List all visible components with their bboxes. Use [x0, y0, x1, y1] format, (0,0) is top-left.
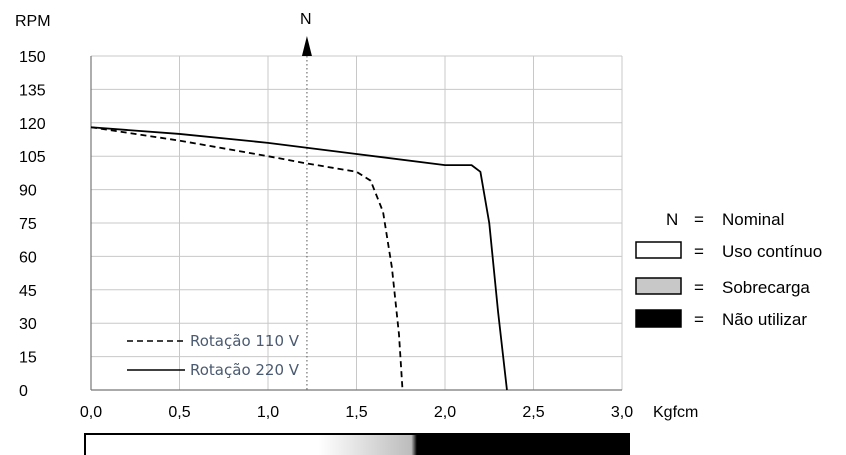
series: [90, 126, 508, 391]
x-tick-label: 0,0: [80, 404, 102, 421]
y-tick-label: 0: [19, 383, 28, 400]
legend-swatch-uso-continuo: [635, 241, 682, 259]
y-tick-label: 75: [19, 216, 37, 233]
x-tick-label: 1,5: [345, 404, 367, 421]
y-tick-label: 120: [19, 116, 46, 133]
y-tick-label: 60: [19, 249, 37, 266]
legend-label-110v: Rotação 110 V: [190, 332, 300, 350]
legend-swatch-sobrecarga: [635, 277, 682, 295]
legend-eq-nao-utilizar: =: [694, 310, 704, 329]
y-tick-label: 15: [19, 350, 37, 367]
legend-label-uso-continuo: Uso contínuo: [722, 242, 822, 261]
tick-labels: 0 15 30 45 60 75 90 105 120 135 150 0,0 0,5 1,0 1,5 2,0…: [19, 49, 633, 421]
x-tick-label: 0,5: [168, 404, 190, 421]
series-line-110v: [90, 126, 404, 391]
axes: [90, 56, 622, 391]
y-tick-label: 105: [19, 149, 46, 166]
legend-eq-uso-continuo: =: [694, 242, 704, 261]
nominal-marker: N: [300, 11, 312, 390]
nominal-marker-label: N: [300, 11, 312, 28]
y-tick-label: 30: [19, 316, 37, 333]
legend-symbol-nominal: N: [666, 210, 678, 229]
legend-eq-nominal: =: [694, 210, 704, 229]
y-tick-label: 45: [19, 283, 37, 300]
x-tick-label: 1,0: [257, 404, 279, 421]
usage-legend: N = Nominal = Uso contínuo = Sobrecarga …: [635, 210, 822, 329]
usage-gradient-bar: [84, 433, 630, 455]
legend-label-sobrecarga: Sobrecarga: [722, 278, 810, 297]
x-tick-label: 3,0: [611, 404, 633, 421]
y-tick-label: 135: [19, 82, 46, 99]
x-tick-label: 2,0: [434, 404, 456, 421]
legend-swatch-nao-utilizar: [635, 309, 682, 328]
legend-label-220v: Rotação 220 V: [190, 361, 300, 379]
y-tick-label: 90: [19, 183, 37, 200]
legend-label-nominal: Nominal: [722, 210, 784, 229]
grid: [91, 55, 623, 390]
series-legend: Rotação 110 V Rotação 220 V: [127, 332, 300, 379]
series-line-220v: [90, 126, 508, 391]
y-axis-title: RPM: [15, 13, 51, 30]
legend-eq-sobrecarga: =: [694, 278, 704, 297]
nominal-arrow: [301, 36, 312, 56]
x-tick-label: 2,5: [522, 404, 544, 421]
legend-label-nao-utilizar: Não utilizar: [722, 310, 807, 329]
y-tick-label: 150: [19, 49, 46, 66]
x-axis-title: Kgfcm: [653, 404, 698, 421]
